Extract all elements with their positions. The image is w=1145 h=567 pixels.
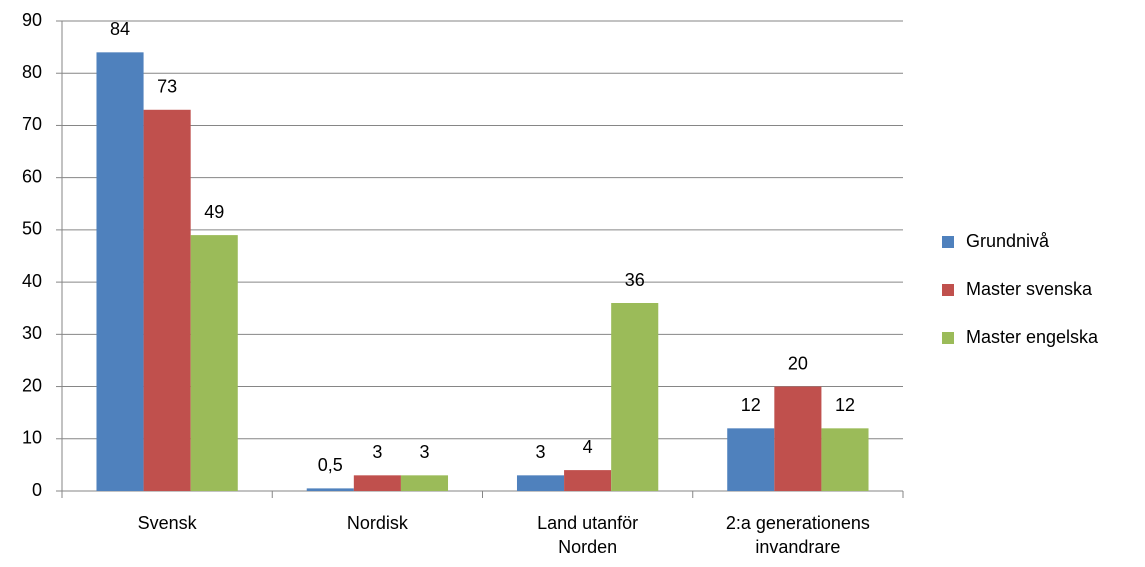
legend-swatch	[942, 236, 954, 248]
bar	[774, 386, 822, 491]
value-label: 12	[835, 395, 855, 415]
legend-swatch	[942, 284, 954, 296]
bar	[516, 475, 565, 491]
legend-swatch	[942, 332, 954, 344]
value-label: 0,5	[318, 455, 343, 475]
value-label: 84	[110, 19, 130, 39]
bar	[400, 475, 449, 491]
y-tick-label: 10	[22, 428, 42, 448]
legend-label: Master svenska	[966, 279, 1093, 299]
value-label: 36	[625, 270, 645, 290]
value-label: 49	[204, 202, 224, 222]
bar	[564, 470, 612, 491]
bar	[353, 475, 401, 491]
bar	[96, 52, 144, 491]
legend-label: Master engelska	[966, 327, 1099, 347]
y-tick-label: 90	[22, 10, 42, 30]
y-tick-label: 70	[22, 114, 42, 134]
x-tick-label: 2:a generationens invandrare	[725, 513, 870, 557]
value-label: 73	[157, 77, 177, 97]
y-tick-label: 60	[22, 166, 42, 186]
x-tick-label: Svensk	[137, 513, 197, 533]
y-tick-label: 0	[32, 480, 42, 500]
y-tick-label: 40	[22, 271, 42, 291]
x-tick-label: Nordisk	[346, 513, 408, 533]
y-tick-label: 80	[22, 62, 42, 82]
bar	[611, 303, 659, 491]
y-tick-label: 50	[22, 219, 42, 239]
bar	[821, 428, 869, 491]
value-label: 3	[536, 442, 546, 462]
y-tick-label: 20	[22, 375, 42, 395]
legend-label: Grundnivå	[966, 231, 1050, 251]
value-label: 4	[583, 437, 593, 457]
bar	[306, 488, 354, 491]
value-label: 3	[419, 442, 429, 462]
x-tick-label: Land utanför Norden	[537, 513, 639, 557]
bar	[727, 428, 775, 491]
value-label: 3	[372, 442, 382, 462]
bar	[143, 109, 191, 492]
y-tick-label: 30	[22, 323, 42, 343]
value-label: 12	[741, 395, 761, 415]
value-label: 20	[788, 353, 808, 373]
bar	[190, 235, 238, 491]
